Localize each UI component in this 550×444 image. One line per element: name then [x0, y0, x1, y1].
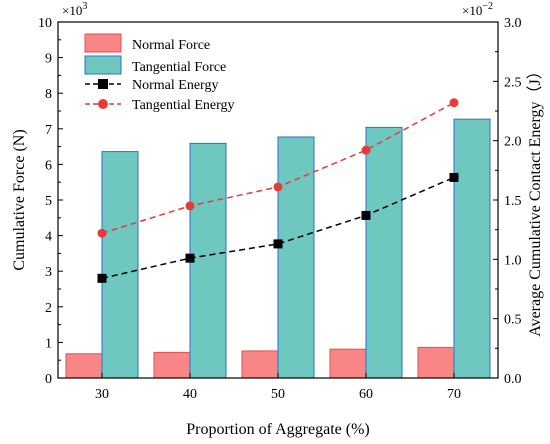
bar-tangential-force-30 [101, 151, 139, 379]
left-multiplier-base: ×10 [62, 3, 82, 18]
legend-label-normal-force: Normal Force [132, 38, 210, 53]
legend-label-tangential-energy: Tangential Energy [132, 98, 235, 113]
point-tangential-energy-70 [449, 98, 459, 108]
y-tick-label-5: 5 [45, 194, 52, 209]
point-normal-energy-40 [185, 253, 195, 263]
y2-tick-label-2.5: 2.5 [504, 75, 522, 90]
legend-swatch-tangential-force [84, 55, 122, 75]
point-tangential-energy-30 [97, 228, 107, 238]
right-axis-multiplier: ×10−2 [462, 1, 493, 18]
y-tick-label-4: 4 [45, 230, 52, 245]
bar-tangential-force-70 [453, 118, 491, 379]
right-multiplier-base: ×10 [462, 3, 482, 18]
bar-normal-force-60 [329, 348, 367, 379]
legend-marker-normal-energy [98, 79, 108, 89]
y-tick-label-9: 9 [45, 52, 52, 67]
y-tick-label-2: 2 [45, 301, 52, 316]
y2-axis-title: Average Cumulative Contact Energy（J） [526, 63, 544, 337]
point-tangential-energy-40 [185, 201, 195, 211]
point-tangential-energy-60 [361, 145, 371, 155]
x-tick-label-30: 30 [95, 387, 109, 402]
bar-normal-force-30 [65, 353, 103, 379]
x-tick-label-70: 70 [447, 387, 461, 402]
legend-label-tangential-force: Tangential Force [132, 60, 226, 75]
y-tick-label-8: 8 [45, 87, 52, 102]
bar-normal-force-40 [153, 351, 191, 379]
bar-normal-force-50 [241, 350, 279, 379]
y2-tick-label-0.0: 0.0 [504, 372, 522, 387]
y-tick-label-0: 0 [45, 372, 52, 387]
legend-label-normal-energy: Normal Energy [132, 78, 218, 93]
point-normal-energy-50 [273, 239, 283, 249]
y-tick-label-3: 3 [45, 265, 52, 280]
legend-swatch-normal-force [84, 33, 122, 53]
x-axis-title: Proportion of Aggregate (%) [186, 421, 370, 438]
bar-tangential-force-50 [277, 136, 315, 379]
bar-normal-force-70 [417, 346, 455, 379]
y2-tick-label-0.5: 0.5 [504, 313, 522, 328]
y2-tick-label-1.0: 1.0 [504, 253, 522, 268]
plot-layer: 0 1 2 3 4 5 6 7 8 9 10 0.0 0.5 1.0 1.5 2.0 2.5 3.0 30 40 50 6… [38, 16, 522, 402]
y-tick-label-1: 1 [45, 336, 52, 351]
y2-tick-label-2.0: 2.0 [504, 135, 522, 150]
y2-tick-label-1.5: 1.5 [504, 194, 522, 209]
bar-tangential-force-60 [365, 126, 403, 379]
bar-tangential-force-40 [189, 142, 227, 379]
y2-tick-label-3.0: 3.0 [504, 16, 522, 31]
y-tick-label-6: 6 [45, 158, 52, 173]
point-normal-energy-60 [361, 210, 371, 220]
left-axis-multiplier: ×103 [62, 1, 87, 18]
point-normal-energy-70 [449, 172, 459, 182]
y-axis-title: Cumulative Force (N) [11, 129, 28, 270]
y-tick-label-10: 10 [38, 16, 52, 31]
legend-marker-tangential-energy [98, 99, 108, 109]
left-multiplier-exp: 3 [82, 1, 87, 12]
line-normal-energy [101, 176, 455, 280]
x-tick-label-50: 50 [271, 387, 285, 402]
x-tick-label-40: 40 [183, 387, 197, 402]
legend: Normal Force Tangential Force Normal Ene… [84, 33, 235, 113]
x-tick-label-60: 60 [359, 387, 373, 402]
point-tangential-energy-50 [273, 182, 283, 192]
y-tick-label-7: 7 [45, 123, 52, 138]
point-normal-energy-30 [97, 273, 107, 283]
right-multiplier-exp: −2 [482, 1, 493, 12]
